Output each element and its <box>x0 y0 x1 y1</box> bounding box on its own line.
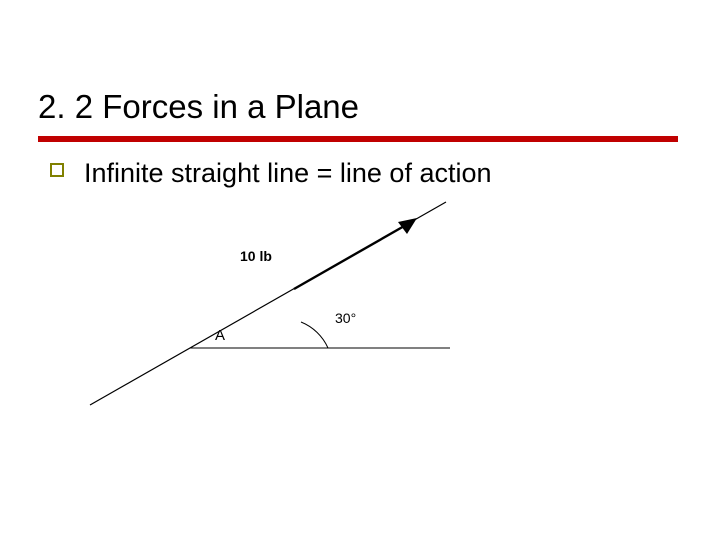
slide-title: 2. 2 Forces in a Plane <box>38 88 359 126</box>
angle-arc <box>301 322 328 348</box>
force-vector <box>294 221 413 289</box>
vector-arrowhead <box>398 218 417 234</box>
title-underline <box>38 136 678 142</box>
bullet-marker <box>50 163 64 177</box>
force-magnitude-label: 10 lb <box>240 248 272 264</box>
point-label: A <box>215 327 225 344</box>
diagram-svg <box>80 180 540 430</box>
force-diagram: 10 lb A 30° <box>80 180 540 430</box>
angle-label: 30° <box>335 310 356 326</box>
